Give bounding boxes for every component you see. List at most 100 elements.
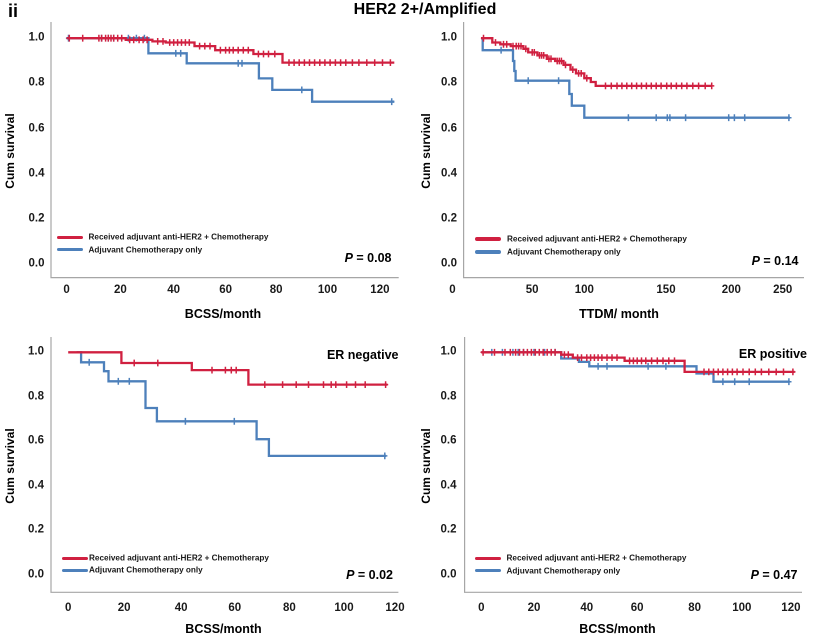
legend-label-control: Adjuvant Chemotherapy only	[507, 247, 621, 257]
y-tick-label: 0.6	[28, 434, 44, 447]
y-tick-label: 0.4	[440, 479, 457, 492]
km-curve-treated	[68, 351, 388, 386]
x-axis-title: TTDM/ month	[579, 307, 659, 321]
censor-marks-treated	[66, 34, 393, 66]
x-tick-label: 100	[334, 601, 354, 614]
x-tick-label: 80	[282, 601, 296, 614]
legend-swatch-treated	[475, 556, 501, 561]
x-tick-label: 40	[580, 601, 594, 614]
censor-marks-treated	[480, 348, 796, 376]
x-tick-label: 50	[525, 284, 539, 296]
x-tick-label: 120	[385, 601, 405, 614]
x-tick-label: 40	[167, 284, 181, 296]
axis-lines	[50, 337, 399, 593]
legend-label-control: Adjuvant Chemotherapy only	[88, 245, 203, 254]
x-tick-label: 0	[478, 601, 485, 614]
y-tick-label: 0.6	[441, 122, 457, 135]
x-tick-label: 100	[317, 284, 338, 296]
legend-label-control: Adjuvant Chemotherapy only	[506, 566, 621, 575]
p-value: = 0.02	[354, 567, 393, 582]
y-axis-title: Cum survival	[419, 113, 433, 189]
y-tick-label: 1.0	[28, 345, 44, 358]
p-value-label: P = 0.08	[345, 251, 392, 265]
p-value-label: P = 0.14	[752, 254, 799, 268]
y-tick-label: 1.0	[440, 345, 457, 358]
censor-marks-control	[498, 46, 792, 122]
p-symbol: P	[750, 567, 759, 582]
p-value: = 0.14	[759, 254, 799, 268]
km-curve-control	[76, 351, 387, 458]
censor-marks-control	[65, 34, 395, 106]
y-axis-title: Cum survival	[3, 428, 17, 504]
x-tick-label: 0	[63, 284, 70, 296]
km-curve-control	[66, 37, 395, 103]
p-symbol: P	[346, 567, 355, 582]
x-axis-title: BCSS/month	[185, 622, 262, 636]
y-tick-label: 0.4	[441, 167, 457, 180]
y-tick-label: 0.2	[28, 212, 45, 225]
legend-swatch-treated	[56, 235, 83, 239]
p-value: = 0.47	[758, 567, 798, 582]
er-status-annotation: ER positive	[738, 346, 807, 361]
x-tick-label: 20	[117, 601, 131, 614]
y-tick-label: 0.6	[440, 434, 457, 447]
x-tick-label: 80	[688, 601, 701, 614]
axis-lines	[50, 22, 399, 279]
legend-label-treated: Received adjuvant anti-HER2 + Chemothera…	[88, 232, 269, 242]
y-tick-label: 1.0	[28, 31, 45, 44]
legend-swatch-control	[475, 568, 501, 573]
x-tick-label: 20	[113, 284, 127, 296]
x-tick-label: 0	[449, 284, 456, 296]
y-tick-label: 0.0	[441, 257, 457, 270]
x-tick-label: 60	[219, 284, 232, 296]
legend-label-control: Adjuvant Chemotherapy only	[89, 565, 203, 575]
x-axis-title: BCSS/month	[184, 307, 262, 321]
figure-panel-index: ii	[8, 1, 19, 21]
y-tick-label: 0.6	[28, 122, 45, 135]
legend-swatch-control	[56, 247, 83, 252]
axis-lines	[464, 337, 802, 593]
legend-swatch-control	[475, 250, 502, 254]
y-axis-title: Cum survival	[3, 113, 17, 189]
x-tick-label: 120	[370, 284, 390, 296]
x-tick-label: 0	[64, 601, 72, 614]
x-tick-label: 80	[269, 284, 283, 296]
y-tick-label: 0.8	[28, 390, 44, 403]
y-tick-label: 0.8	[440, 390, 457, 403]
censor-marks-control	[86, 358, 388, 460]
censor-marks-treated	[480, 34, 715, 90]
y-tick-label: 0.8	[28, 76, 45, 89]
figure-title: HER2 2+/Amplified	[353, 1, 497, 18]
y-axis-title: Cum survival	[419, 428, 433, 504]
x-tick-label: 200	[721, 284, 741, 296]
x-tick-label: 120	[781, 601, 801, 614]
legend-label-treated: Received adjuvant anti-HER2 + Chemothera…	[506, 553, 687, 563]
x-tick-label: 40	[174, 601, 188, 614]
legend-label-treated: Received adjuvant anti-HER2 + Chemothera…	[89, 553, 269, 563]
legend-swatch-treated	[475, 237, 502, 241]
x-axis-title: BCSS/month	[579, 622, 656, 636]
y-tick-label: 0.0	[28, 568, 44, 581]
x-tick-label: 60	[630, 601, 644, 614]
y-tick-label: 0.0	[440, 568, 457, 581]
p-value: = 0.08	[352, 251, 392, 265]
y-tick-label: 0.2	[440, 523, 457, 536]
x-tick-label: 100	[574, 284, 594, 296]
x-tick-label: 60	[228, 601, 242, 614]
axis-lines	[463, 22, 804, 279]
p-value-label: P = 0.47	[751, 568, 798, 582]
p-symbol: P	[344, 251, 353, 265]
y-tick-label: 1.0	[441, 31, 457, 44]
y-tick-label: 0.4	[28, 479, 44, 492]
legend-label-treated: Received adjuvant anti-HER2 + Chemothera…	[507, 234, 687, 244]
er-status-annotation: ER negative	[326, 348, 399, 362]
p-symbol: P	[751, 254, 760, 268]
y-tick-label: 0.2	[441, 212, 457, 225]
y-tick-label: 0.2	[28, 523, 44, 536]
y-tick-label: 0.4	[28, 167, 45, 180]
legend-swatch-control	[62, 568, 89, 572]
legend-swatch-treated	[62, 556, 89, 561]
x-tick-label: 20	[527, 601, 541, 614]
